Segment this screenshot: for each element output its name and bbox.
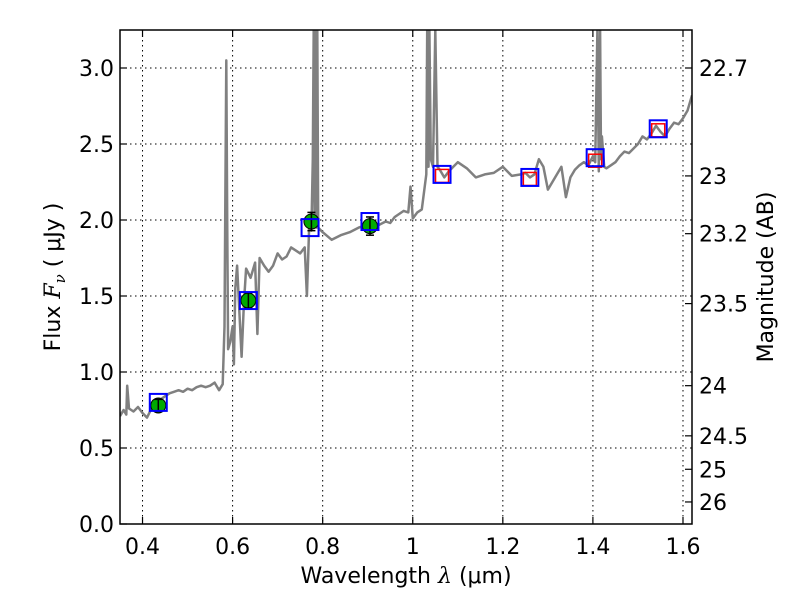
plot-area — [120, 30, 692, 419]
y-tick-label: 0.0 — [79, 513, 114, 538]
x-axis-unit: (μm) — [459, 564, 512, 589]
right-tick-label: 25 — [699, 458, 727, 483]
model-flux-marker — [648, 119, 668, 139]
x-tick-label: 1.2 — [485, 535, 520, 560]
x-axis-title: Wavelength λ (μm) — [300, 564, 511, 589]
model-flux-marker — [360, 212, 380, 232]
model-flux-marker — [520, 167, 540, 187]
synthetic-flux-marker — [587, 153, 603, 168]
right-tick-label: 24.5 — [699, 425, 748, 450]
y-tick-label: 2.5 — [79, 133, 114, 158]
x-axis-title-text: Wavelength — [300, 564, 431, 589]
grid-lines — [120, 30, 692, 525]
y-axis-title: Flux Fν ( μJy ) — [41, 203, 69, 352]
y-tick-label: 2.0 — [79, 209, 114, 234]
y-axis-symbol: F — [41, 283, 66, 300]
y-axis-unit: ( μJy ) — [41, 203, 66, 268]
y-axis-title-text: Flux — [41, 306, 66, 352]
x-tick-label: 1.6 — [665, 535, 700, 560]
y-tick-label: 0.5 — [79, 437, 114, 462]
right-tick-label: 23 — [699, 165, 727, 190]
right-axis-title: Magnitude (AB) — [754, 192, 779, 363]
x-tick-label: 1.4 — [575, 535, 610, 560]
x-axis-symbol: λ — [437, 564, 452, 589]
right-tick-label: 24 — [699, 375, 727, 400]
model-flux-marker — [238, 291, 258, 311]
model-flux-marker — [300, 218, 320, 238]
x-tick-label: 0.4 — [125, 535, 160, 560]
x-tick-label: 0.8 — [305, 535, 340, 560]
x-tick-label: 0.6 — [215, 535, 250, 560]
model-flux-marker — [432, 164, 452, 184]
right-tick-label: 22.7 — [699, 57, 748, 82]
y-tick-label: 3.0 — [79, 57, 114, 82]
y-tick-label: 1.0 — [79, 361, 114, 386]
plot-frame — [119, 29, 693, 525]
y-tick-label: 1.5 — [79, 285, 114, 310]
right-tick-label: 23.2 — [699, 223, 748, 248]
right-tick-label: 23.5 — [699, 293, 748, 318]
x-tick-label: 1 — [406, 535, 420, 560]
y-axis-subscript: ν — [51, 274, 69, 283]
right-tick-label: 26 — [699, 491, 727, 516]
model-flux-marker — [148, 392, 168, 412]
model-spectrum-line — [120, 30, 692, 419]
axis-ticks: 0.4 0.6 0.8 1 1.2 1.4 1.6 0.0 0.5 1.0 1.5 2.0 2.5 3.0… — [79, 30, 748, 560]
model-flux-marker — [585, 148, 605, 168]
